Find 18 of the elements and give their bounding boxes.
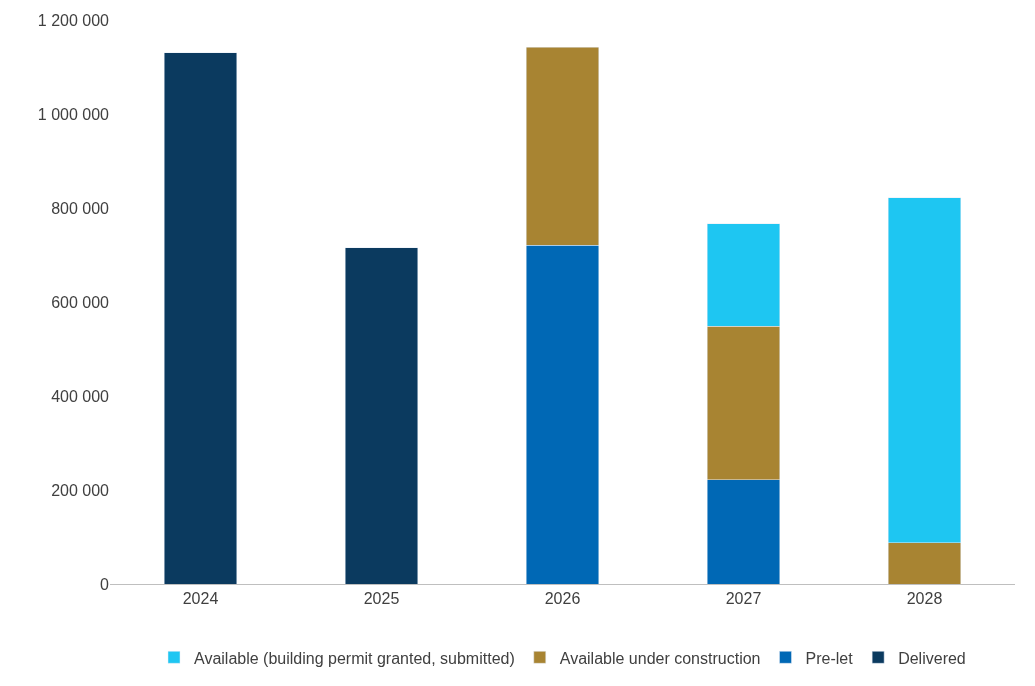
legend-label: Available under construction bbox=[559, 649, 761, 667]
x-tick-label: 2024 bbox=[182, 590, 219, 608]
x-tick-label: 2027 bbox=[725, 590, 762, 608]
y-tick-label: 0 bbox=[100, 575, 110, 593]
legend-label: Pre-let bbox=[805, 649, 854, 667]
legend-label: Delivered bbox=[898, 649, 966, 667]
y-tick-label: 400 000 bbox=[51, 387, 110, 405]
y-tick-label: 1 200 000 bbox=[37, 11, 110, 29]
y-tick-label: 800 000 bbox=[51, 199, 110, 217]
x-tick-label: 2026 bbox=[544, 590, 581, 608]
legend-label: Available (building permit granted, submitted) bbox=[194, 649, 515, 667]
y-tick-label: 600 000 bbox=[51, 293, 110, 311]
bar bbox=[345, 247, 418, 584]
bar bbox=[164, 52, 237, 584]
y-tick-label: 200 000 bbox=[51, 481, 110, 499]
y-tick-label: 1 000 000 bbox=[37, 105, 110, 123]
x-tick-label: 2025 bbox=[363, 590, 400, 608]
x-tick-label: 2028 bbox=[906, 590, 943, 608]
